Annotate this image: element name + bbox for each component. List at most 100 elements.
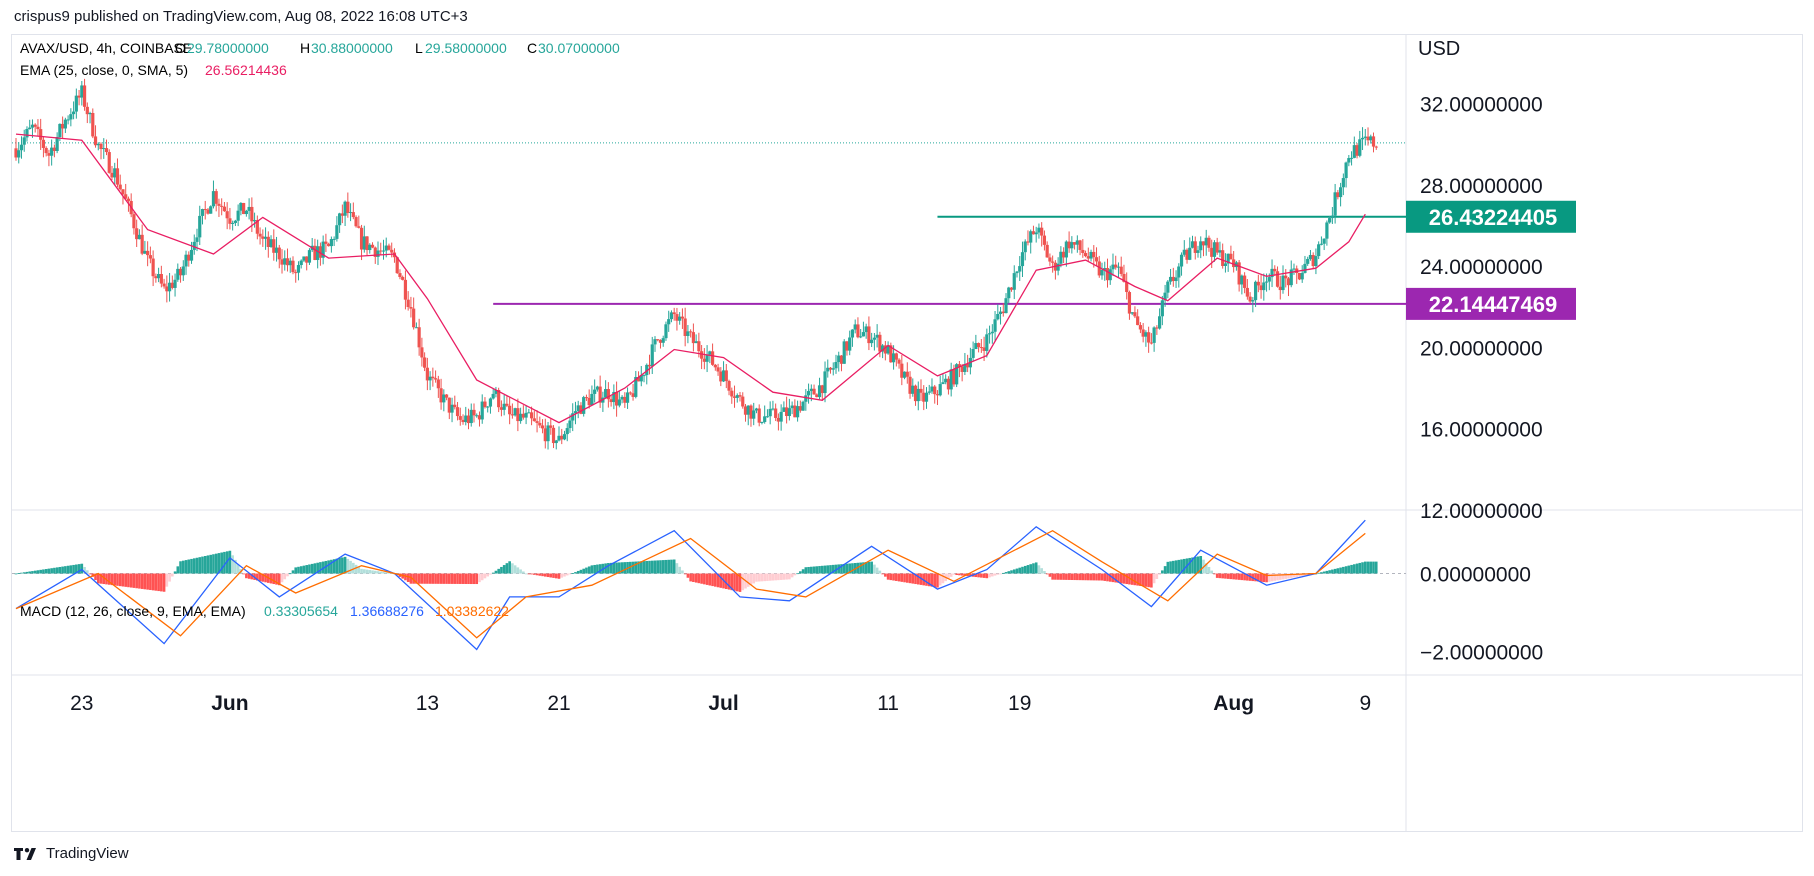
macd-histogram-bar <box>840 564 843 574</box>
candle-body <box>924 392 929 402</box>
candle-body <box>573 411 578 414</box>
macd-histogram-bar <box>873 564 876 574</box>
time-tick-label: 21 <box>547 692 570 715</box>
candle-body <box>1179 254 1184 267</box>
candle-body <box>99 143 103 150</box>
candle-body <box>340 213 344 216</box>
macd-histogram-bar <box>648 560 651 574</box>
macd-histogram-bar <box>678 566 681 574</box>
time-tick-label: 13 <box>416 692 439 715</box>
macd-histogram-bar <box>554 573 558 579</box>
candle-body <box>428 376 432 381</box>
candle-body <box>294 272 298 274</box>
ema-25-line <box>15 133 1366 424</box>
macd-histogram-bar <box>445 573 448 584</box>
candle-body <box>669 312 674 320</box>
macd-histogram-bar <box>1174 560 1178 574</box>
macd-histogram-bar <box>807 566 810 574</box>
price-badge <box>1406 287 1576 320</box>
candle-body <box>1001 311 1005 314</box>
macd-histogram-bar <box>1193 556 1197 574</box>
candle-body <box>497 389 501 408</box>
macd-histogram-bar <box>1026 565 1030 574</box>
candle-body <box>162 283 166 287</box>
candle-body <box>269 239 273 247</box>
candle-body <box>346 201 350 214</box>
macd-histogram-bar <box>763 573 766 582</box>
candle-body <box>1333 192 1337 216</box>
macd-histogram-bar <box>1065 573 1068 580</box>
candle-body <box>1105 268 1110 281</box>
candle-body <box>242 202 246 215</box>
tradingview-brand[interactable]: TradingView <box>14 845 129 862</box>
macd-histogram-bar <box>228 550 232 574</box>
candle-body <box>1237 262 1241 285</box>
candle-body <box>157 274 161 279</box>
macd-histogram-bar <box>236 564 240 574</box>
candle-body <box>365 236 369 251</box>
macd-histogram-bar <box>1369 561 1373 574</box>
macd-histogram-bar <box>149 573 152 591</box>
candle-body <box>25 128 29 138</box>
candle-body <box>146 250 150 256</box>
candle-body <box>17 150 21 158</box>
candle-body <box>1097 261 1101 276</box>
macd-histogram-bar <box>1328 570 1331 574</box>
macd-histogram-bar <box>1270 573 1274 582</box>
candle-body <box>184 254 188 267</box>
macd-histogram-bar <box>22 572 26 574</box>
candle-body <box>867 326 871 344</box>
candle-body <box>749 405 753 419</box>
price-badge-label: 26.43224405 <box>1429 205 1557 230</box>
candle-body <box>908 376 912 394</box>
candle-body <box>36 126 40 130</box>
candle-body <box>488 398 493 407</box>
macd-histogram-bar <box>86 570 89 574</box>
candle-body <box>675 314 679 321</box>
candle-body <box>74 95 78 112</box>
macd-histogram-bar <box>1128 573 1131 585</box>
candle-body <box>414 327 418 329</box>
macd-histogram-bar <box>138 573 141 589</box>
macd-histogram-bar <box>903 573 906 583</box>
candle-body <box>1056 263 1060 271</box>
candle-body <box>480 401 484 420</box>
macd-histogram-bar <box>900 573 904 582</box>
macd-histogram-bar <box>788 573 791 580</box>
candle-body <box>598 386 602 403</box>
macd-histogram-bar <box>1196 556 1200 574</box>
candle-body <box>700 351 704 359</box>
macd-histogram-bar <box>171 573 174 577</box>
candle-body <box>705 354 709 362</box>
candle-body <box>1182 249 1186 255</box>
macd-histogram-bar <box>203 556 207 574</box>
macd-histogram-bar <box>653 560 657 574</box>
macd-histogram-bar <box>612 562 616 574</box>
candle-body <box>450 404 454 413</box>
candle-body <box>486 406 490 408</box>
candle-body <box>351 212 355 218</box>
macd-histogram-bar <box>491 572 495 574</box>
candle-body <box>206 209 210 214</box>
macd-histogram-bar <box>1100 573 1104 581</box>
macd-histogram-bar <box>609 562 613 574</box>
macd-histogram-bar <box>735 573 739 592</box>
macd-histogram-bar <box>1188 557 1192 574</box>
macd-histogram-bar <box>129 573 133 588</box>
candle-body <box>790 405 794 409</box>
macd-histogram-bar <box>157 573 160 592</box>
candle-body <box>713 364 717 368</box>
macd-histogram-bar <box>99 573 103 584</box>
chart-frame[interactable]: 26.43224405 22.14447469 USD 32.00000000 28.0… <box>11 34 1803 832</box>
legend-high-label: H <box>300 40 310 56</box>
candle-body <box>982 347 986 351</box>
macd-histogram-bar <box>478 573 481 583</box>
candle-body <box>1051 261 1055 263</box>
chart-svg[interactable]: 26.43224405 22.14447469 USD 32.00000000 28.0… <box>12 35 1802 831</box>
macd-histogram-bar <box>286 573 289 577</box>
candle-body <box>1042 235 1047 245</box>
candle-body <box>1127 292 1132 314</box>
macd-histogram-bar <box>1210 570 1214 574</box>
candle-body <box>1322 238 1326 244</box>
candle-body <box>313 245 317 260</box>
